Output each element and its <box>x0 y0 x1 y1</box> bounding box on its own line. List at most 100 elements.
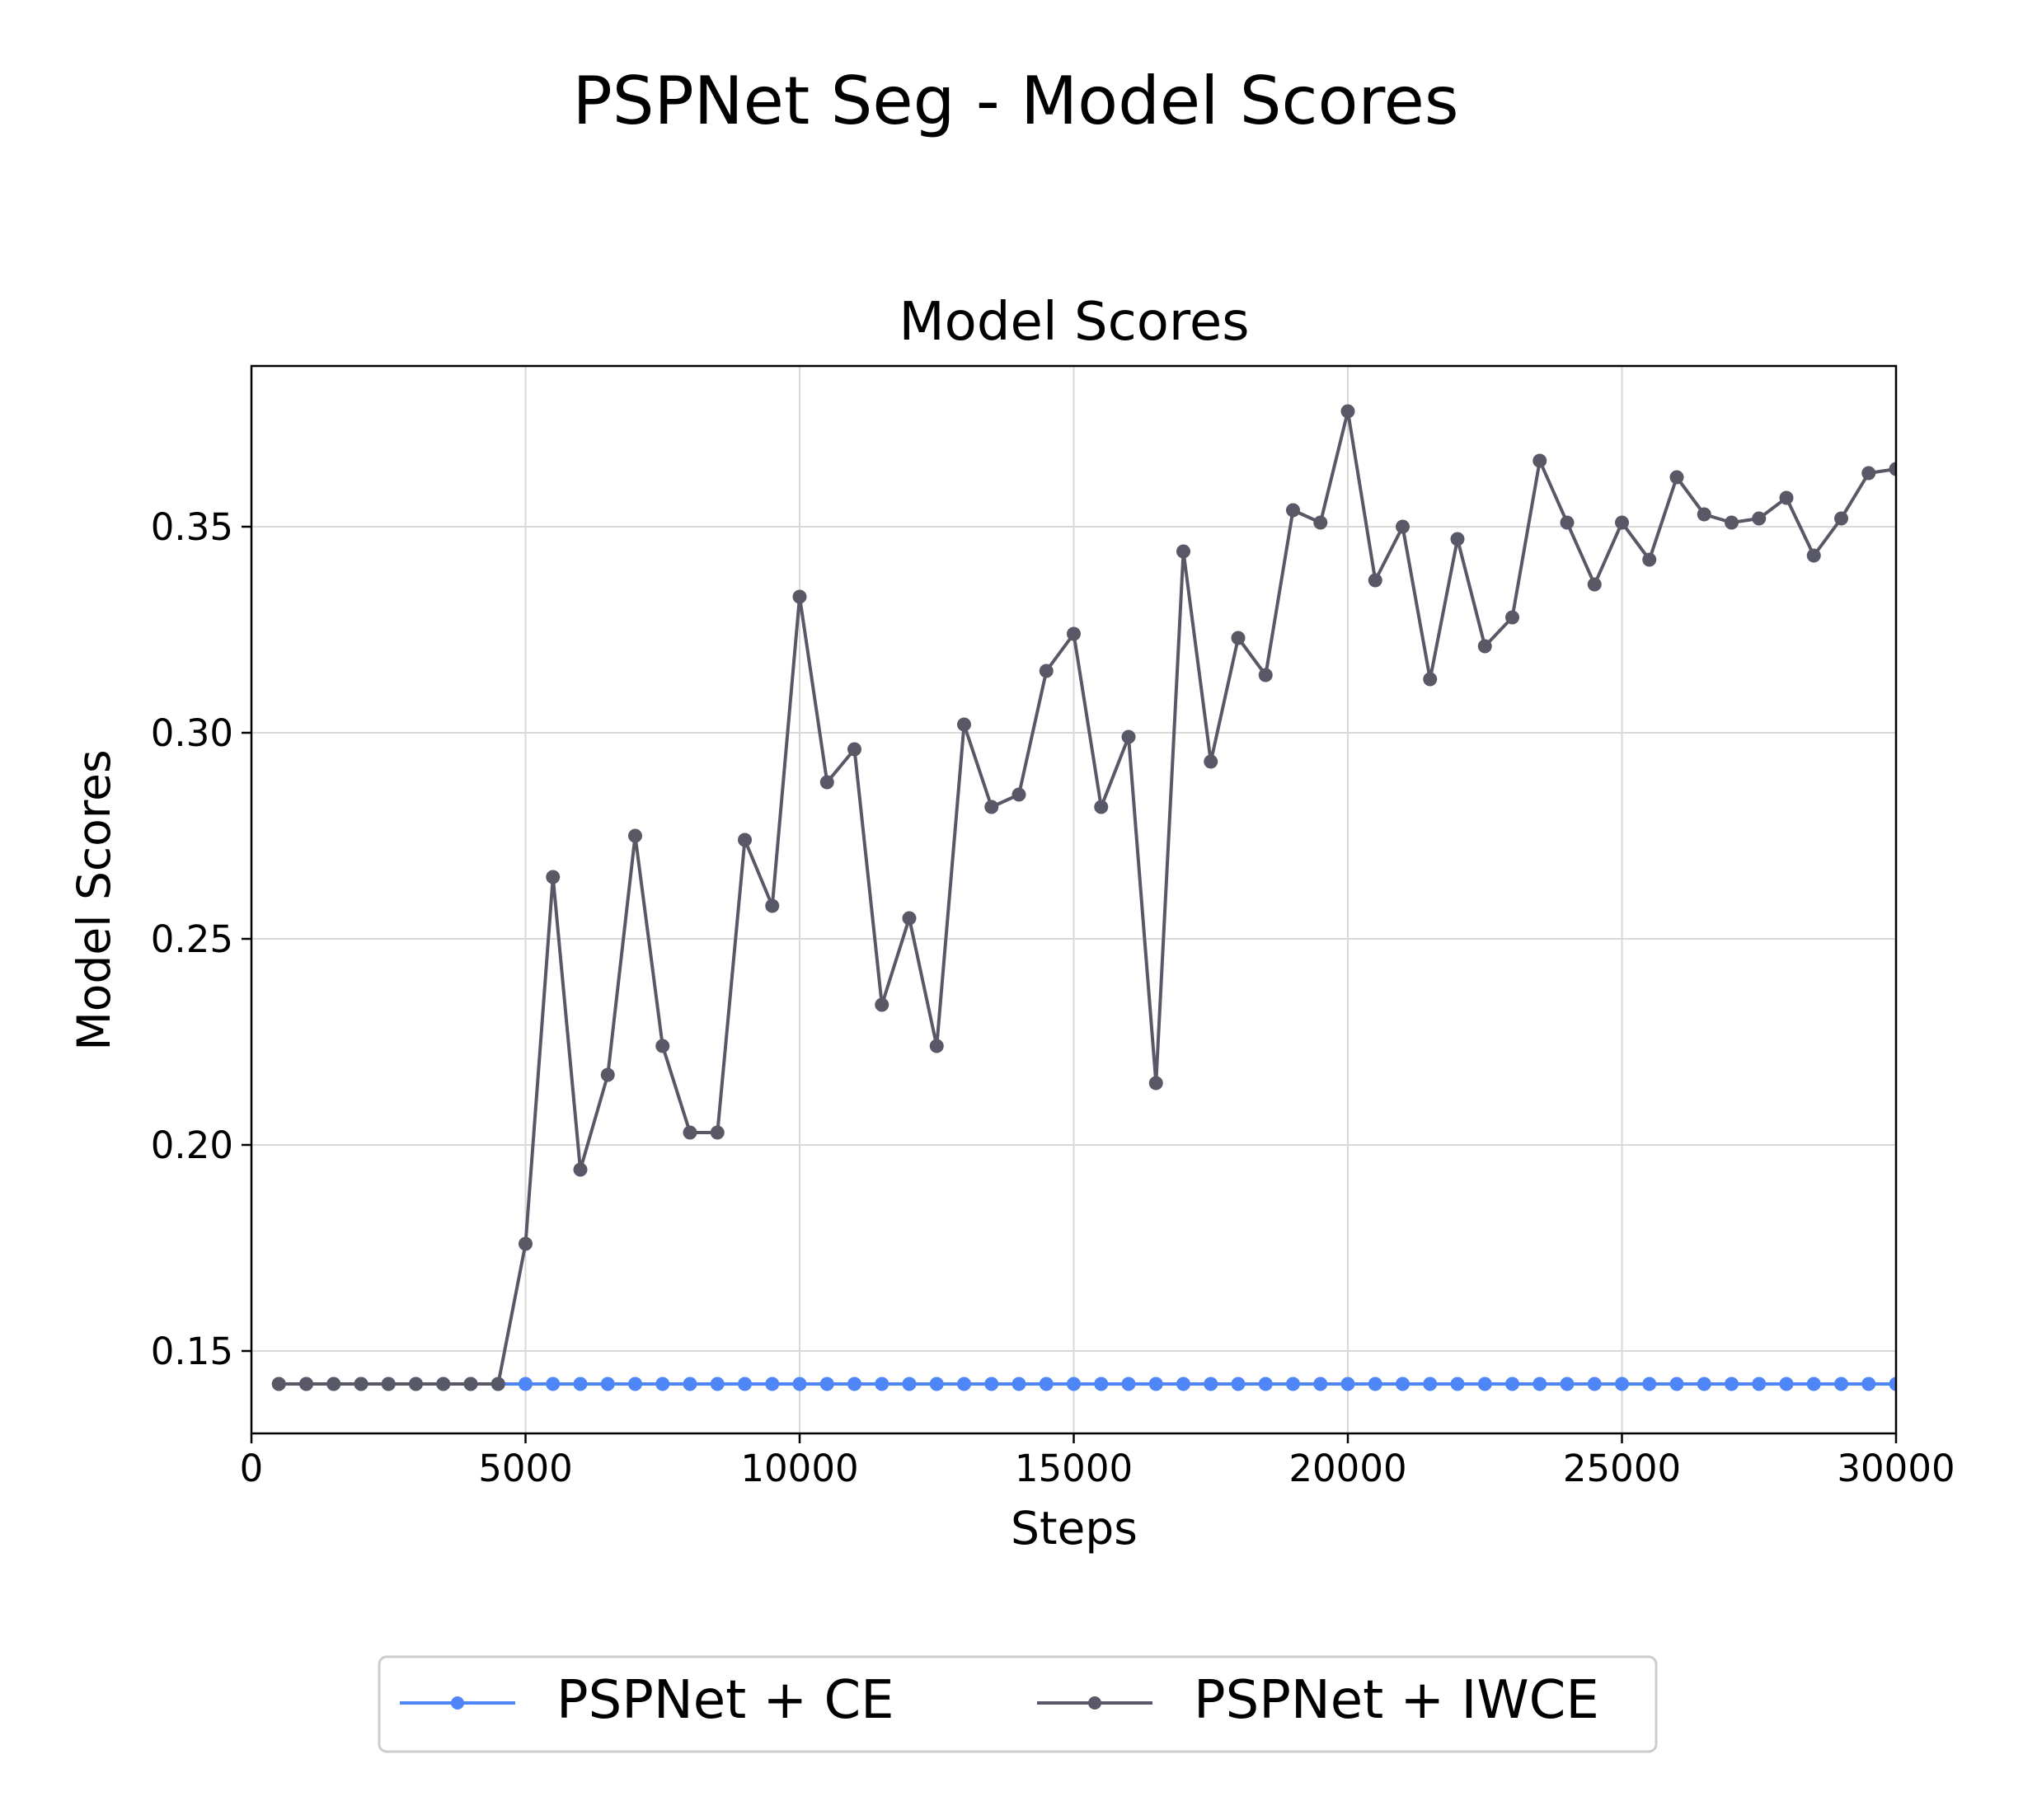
chart-title: Model Scores <box>899 292 1249 353</box>
legend: PSPNet + CE PSPNet + IWCE <box>378 1655 1658 1753</box>
data-point-pspnet-ce <box>1642 1377 1657 1391</box>
data-point-pspnet-iwce <box>1148 1076 1163 1091</box>
y-tick-label: 0.35 <box>151 505 233 549</box>
data-point-pspnet-iwce <box>1450 532 1465 546</box>
data-point-pspnet-ce <box>765 1377 780 1391</box>
data-point-pspnet-ce <box>655 1377 670 1391</box>
y-tick-label: 0.25 <box>151 917 233 961</box>
data-point-pspnet-iwce <box>1313 515 1328 530</box>
x-tick-label: 25000 <box>1563 1447 1681 1490</box>
data-point-pspnet-iwce <box>1725 515 1739 530</box>
data-point-pspnet-ce <box>929 1377 944 1391</box>
series-line-pspnet-iwce <box>279 410 1896 1386</box>
data-point-pspnet-ce <box>847 1377 861 1391</box>
data-point-pspnet-ce <box>1861 1377 1876 1391</box>
data-point-pspnet-ce <box>1806 1377 1821 1391</box>
data-point-pspnet-iwce <box>381 1377 396 1391</box>
data-point-pspnet-iwce <box>1669 470 1684 485</box>
series-pspnet-ce <box>271 1377 1896 1391</box>
data-point-pspnet-iwce <box>436 1377 451 1391</box>
data-point-pspnet-ce <box>1505 1377 1519 1391</box>
data-point-pspnet-iwce <box>1587 577 1602 592</box>
data-point-pspnet-ce <box>792 1377 807 1391</box>
data-point-pspnet-ce <box>1121 1377 1136 1391</box>
data-point-pspnet-iwce <box>1231 631 1246 645</box>
data-point-pspnet-iwce <box>1340 404 1355 419</box>
x-tick-label: 15000 <box>1015 1447 1133 1490</box>
data-point-pspnet-iwce <box>819 775 834 790</box>
data-point-pspnet-ce <box>984 1377 999 1391</box>
x-tick-label: 10000 <box>740 1447 858 1490</box>
x-tick-label: 20000 <box>1288 1447 1406 1490</box>
data-point-pspnet-iwce <box>1286 503 1300 518</box>
data-point-pspnet-iwce <box>902 911 917 926</box>
data-point-pspnet-ce <box>819 1377 834 1391</box>
data-point-pspnet-iwce <box>463 1377 478 1391</box>
data-point-pspnet-iwce <box>1039 664 1054 678</box>
legend-label-iwce: PSPNet + IWCE <box>1194 1670 1599 1731</box>
data-point-pspnet-iwce <box>1121 729 1136 744</box>
data-point-pspnet-iwce <box>655 1039 670 1053</box>
data-point-pspnet-iwce <box>1806 548 1821 563</box>
data-point-pspnet-ce <box>1340 1377 1355 1391</box>
data-point-pspnet-iwce <box>1094 800 1109 814</box>
data-point-pspnet-ce <box>1477 1377 1492 1391</box>
data-point-pspnet-iwce <box>1752 511 1767 526</box>
data-point-pspnet-iwce <box>984 800 999 814</box>
data-point-pspnet-iwce <box>847 742 861 757</box>
data-point-pspnet-iwce <box>1423 672 1438 687</box>
y-tick-label: 0.30 <box>151 711 233 755</box>
data-point-pspnet-ce <box>1067 1377 1081 1391</box>
data-point-pspnet-ce <box>1148 1377 1163 1391</box>
figure-suptitle: PSPNet Seg - Model Scores <box>573 63 1459 139</box>
data-point-pspnet-iwce <box>271 1377 286 1391</box>
data-point-pspnet-iwce <box>710 1125 725 1140</box>
data-point-pspnet-ce <box>1725 1377 1739 1391</box>
data-point-pspnet-iwce <box>1697 507 1711 522</box>
data-point-pspnet-ce <box>1533 1377 1547 1391</box>
series-pspnet-iwce <box>271 404 1896 1391</box>
x-tick-label: 0 <box>240 1447 264 1490</box>
x-tick-label: 5000 <box>478 1447 573 1490</box>
data-point-pspnet-iwce <box>490 1377 505 1391</box>
data-point-pspnet-ce <box>1669 1377 1684 1391</box>
legend-label-ce: PSPNet + CE <box>556 1670 894 1731</box>
series-layer <box>271 404 1896 1391</box>
data-point-pspnet-ce <box>1012 1377 1026 1391</box>
data-point-pspnet-ce <box>902 1377 917 1391</box>
data-point-pspnet-ce <box>1231 1377 1246 1391</box>
data-point-pspnet-iwce <box>1477 639 1492 654</box>
data-point-pspnet-ce <box>1258 1377 1273 1391</box>
data-point-pspnet-iwce <box>1642 552 1657 567</box>
data-point-pspnet-iwce <box>1861 466 1876 481</box>
data-point-pspnet-iwce <box>299 1377 313 1391</box>
data-point-pspnet-ce <box>1286 1377 1300 1391</box>
data-point-pspnet-iwce <box>600 1067 615 1082</box>
data-point-pspnet-ce <box>710 1377 725 1391</box>
data-point-pspnet-ce <box>600 1377 615 1391</box>
data-point-pspnet-ce <box>573 1377 588 1391</box>
y-tick-label: 0.15 <box>151 1330 233 1373</box>
data-point-pspnet-iwce <box>1889 462 1896 476</box>
data-point-pspnet-iwce <box>326 1377 341 1391</box>
data-point-pspnet-ce <box>1779 1377 1794 1391</box>
data-point-pspnet-ce <box>546 1377 561 1391</box>
data-point-pspnet-iwce <box>1012 787 1026 802</box>
data-point-pspnet-iwce <box>1834 511 1848 526</box>
data-point-pspnet-iwce <box>1176 544 1190 559</box>
data-point-pspnet-ce <box>1204 1377 1218 1391</box>
data-point-pspnet-ce <box>957 1377 971 1391</box>
data-point-pspnet-iwce <box>1533 453 1547 468</box>
data-point-pspnet-ce <box>1450 1377 1465 1391</box>
data-point-pspnet-iwce <box>1258 668 1273 682</box>
data-point-pspnet-ce <box>1889 1377 1896 1391</box>
data-point-pspnet-ce <box>1834 1377 1848 1391</box>
grid <box>251 366 1897 1433</box>
data-point-pspnet-ce <box>1176 1377 1190 1391</box>
data-point-pspnet-iwce <box>1560 515 1575 530</box>
data-point-pspnet-iwce <box>1368 573 1382 588</box>
data-point-pspnet-ce <box>1560 1377 1575 1391</box>
legend-marker-ce <box>451 1696 464 1710</box>
y-axis-label: Model Scores <box>68 749 120 1050</box>
